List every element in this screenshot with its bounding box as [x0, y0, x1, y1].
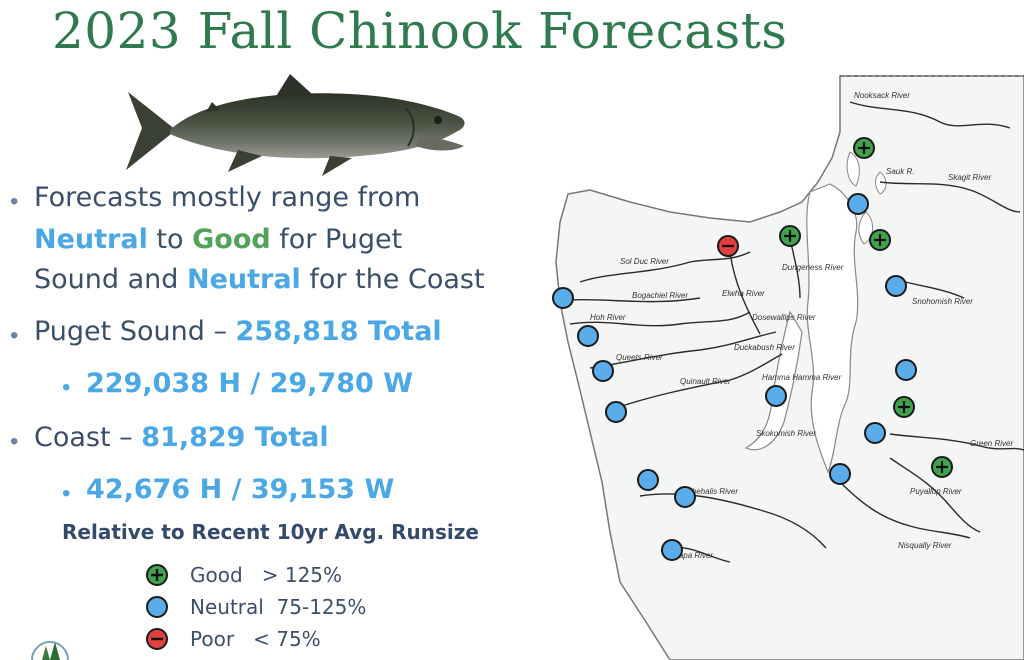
legend-poor-text: Poor < 75%: [190, 627, 321, 651]
washington-river-map: Nooksack River Skagit River Sauk R. Sol …: [552, 75, 1024, 660]
river-label-hamma-hamma: Hamma Hamma River: [762, 373, 841, 382]
river-label-queets: Queets River: [616, 353, 663, 362]
puget-sound-water: [806, 183, 859, 474]
legend-item-neutral: Neutral 75-125%: [146, 593, 366, 621]
bullet-dot: •: [10, 188, 19, 215]
quinault-river-line: [609, 353, 783, 411]
poor-minus-icon: [146, 628, 168, 650]
legend-heading: Relative to Recent 10yr Avg. Runsize: [62, 520, 479, 544]
sol-duc-river-line: [579, 251, 751, 283]
marker-neutral: [674, 486, 696, 508]
puget-sound-hw: 229,038 H / 29,780 W: [86, 368, 414, 399]
marker-neutral: [847, 193, 869, 215]
elwha-river-line: [729, 251, 761, 335]
agency-logo: [31, 641, 69, 660]
legend-item-good: Good > 125%: [146, 561, 342, 589]
marker-good: [779, 225, 801, 247]
puget-sound-label: Puget Sound –: [34, 316, 236, 347]
bogachiel-river-line: [569, 297, 701, 303]
to-text: to: [147, 224, 193, 255]
river-label-green: Green River: [970, 439, 1013, 448]
river-label-elwha: Elwha River: [722, 289, 765, 298]
marker-neutral: [661, 539, 683, 561]
chinook-salmon-image: [126, 74, 465, 176]
hood-canal-water: [744, 310, 803, 451]
neutral-label: Neutral: [34, 224, 148, 255]
good-label: Good: [192, 224, 271, 255]
bullet-dot: •: [10, 322, 19, 349]
marker-neutral: [885, 275, 907, 297]
river-label-snohomish: Snohomish River: [912, 297, 973, 306]
river-label-dosewallips: Dosewallips River: [752, 313, 816, 322]
river-label-chehalis: Chehalis River: [686, 487, 738, 496]
bullet-forecasts-line2: Neutral to Good for Puget: [34, 220, 402, 260]
river-label-sol-duc: Sol Duc River: [620, 257, 669, 266]
marker-neutral: [864, 422, 886, 444]
forecast-markers: [552, 137, 953, 561]
marker-neutral: [765, 385, 787, 407]
coast-label: Coast –: [34, 422, 142, 453]
queets-river-line: [589, 331, 777, 369]
river-label-bogachiel: Bogachiel River: [632, 291, 688, 300]
marker-good: [931, 456, 953, 478]
marker-good: [853, 137, 875, 159]
marker-poor: [717, 235, 739, 257]
river-label-nisqually: Nisqually River: [898, 541, 952, 550]
river-label-dungeness: Dungeness River: [782, 263, 844, 272]
puyallup-river-line: [889, 457, 981, 533]
river-label-puyallup: Puyallup River: [910, 487, 962, 496]
coast-total-value: 81,829 Total: [141, 422, 329, 453]
nisqually-river-line: [839, 481, 971, 539]
river-label-nooksack: Nooksack River: [854, 91, 910, 100]
river-label-skagit: Skagit River: [948, 173, 991, 182]
skagit-river-line: [879, 181, 1021, 213]
river-label-hoh: Hoh River: [590, 313, 626, 322]
for-puget-text: for Puget: [270, 224, 403, 255]
bullet-dot: •: [10, 428, 19, 455]
marker-neutral: [577, 325, 599, 347]
marker-neutral: [552, 287, 574, 309]
sound-and-text: Sound and: [34, 264, 187, 295]
green-river-line: [889, 433, 1024, 451]
bullet-forecasts-line3: Sound and Neutral for the Coast: [34, 260, 485, 300]
coast-total: Coast – 81,829 Total: [34, 418, 329, 458]
marker-neutral: [829, 463, 851, 485]
river-label-quinault: Quinault River: [680, 377, 731, 386]
marker-good: [869, 229, 891, 251]
chehalis-river-line: [639, 493, 827, 549]
slide-title: 2023 Fall Chinook Forecasts: [52, 2, 788, 60]
marker-neutral: [592, 360, 614, 382]
river-label-duckabush: Duckabush River: [734, 343, 795, 352]
neutral-circle-icon: [146, 596, 168, 618]
legend-item-poor: Poor < 75%: [146, 625, 321, 653]
marker-neutral: [637, 469, 659, 491]
marker-neutral: [895, 359, 917, 381]
nooksack-river-line: [849, 101, 1011, 129]
sub-bullet-dot: •: [62, 374, 71, 401]
hoh-river-line: [569, 311, 751, 327]
puget-sound-total: Puget Sound – 258,818 Total: [34, 312, 442, 352]
bullet-forecasts-line1: Forecasts mostly range from: [34, 182, 421, 213]
puget-sound-total-value: 258,818 Total: [235, 316, 442, 347]
river-label-sauk: Sauk R.: [886, 167, 914, 176]
islands: [846, 151, 887, 245]
coast-hw: 42,676 H / 39,153 W: [86, 474, 395, 505]
legend-neutral-text: Neutral 75-125%: [190, 595, 367, 619]
river-label-skokomish: Skokomish River: [756, 429, 816, 438]
good-plus-icon: [146, 564, 168, 586]
sub-bullet-dot: •: [62, 480, 71, 507]
for-coast-text: for the Coast: [300, 264, 485, 295]
marker-good: [893, 396, 915, 418]
marker-neutral: [605, 401, 627, 423]
legend-good-text: Good > 125%: [190, 563, 343, 587]
neutral-coast-label: Neutral: [186, 264, 301, 295]
river-label-willapa: Willapa River: [666, 551, 713, 560]
